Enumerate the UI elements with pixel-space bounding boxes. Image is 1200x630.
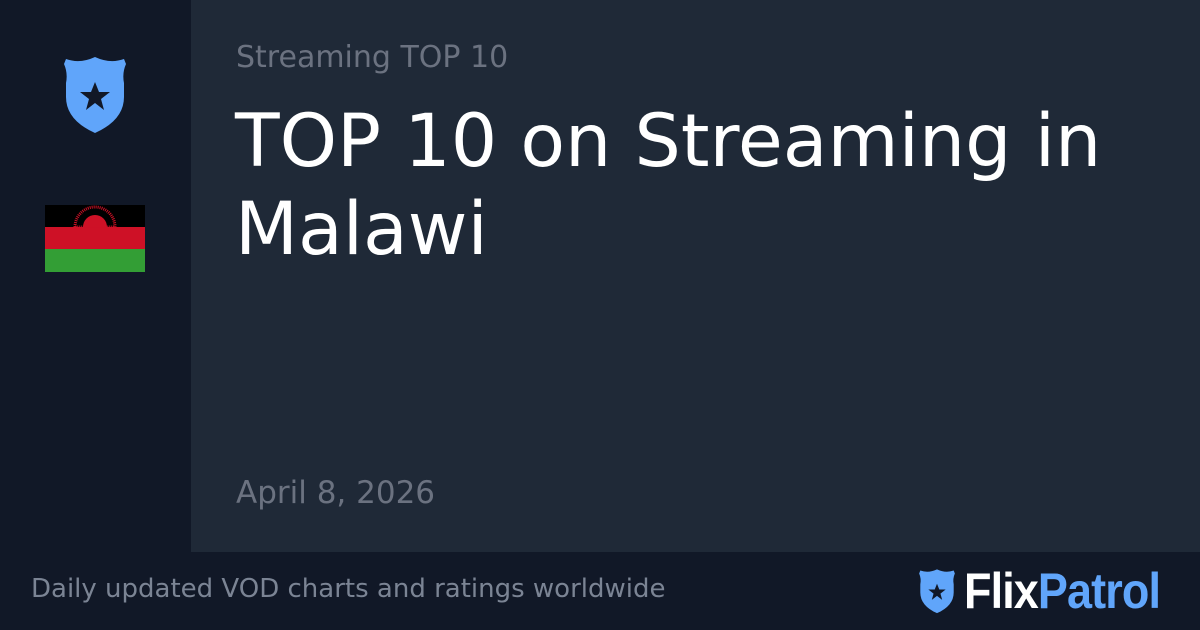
sidebar <box>0 0 191 552</box>
logo-text-flix: Flix <box>964 563 1039 619</box>
shield-star-icon <box>64 57 126 133</box>
footer: Daily updated VOD charts and ratings wor… <box>0 552 1200 630</box>
page-subtitle: Streaming TOP 10 <box>236 40 509 75</box>
date-label: April 8, 2026 <box>236 475 436 511</box>
tagline: Daily updated VOD charts and ratings wor… <box>31 574 666 604</box>
malawi-flag-icon <box>45 205 145 272</box>
flixpatrol-logo[interactable]: FlixPatrol <box>918 562 1182 620</box>
page-title: TOP 10 on Streaming in Malawi <box>235 99 1102 272</box>
logo-text: FlixPatrol <box>964 562 1161 620</box>
logo-shield-icon <box>919 569 955 614</box>
main-panel: Streaming TOP 10 TOP 10 on Streaming in … <box>191 0 1200 552</box>
logo-text-patrol: Patrol <box>1037 563 1161 619</box>
